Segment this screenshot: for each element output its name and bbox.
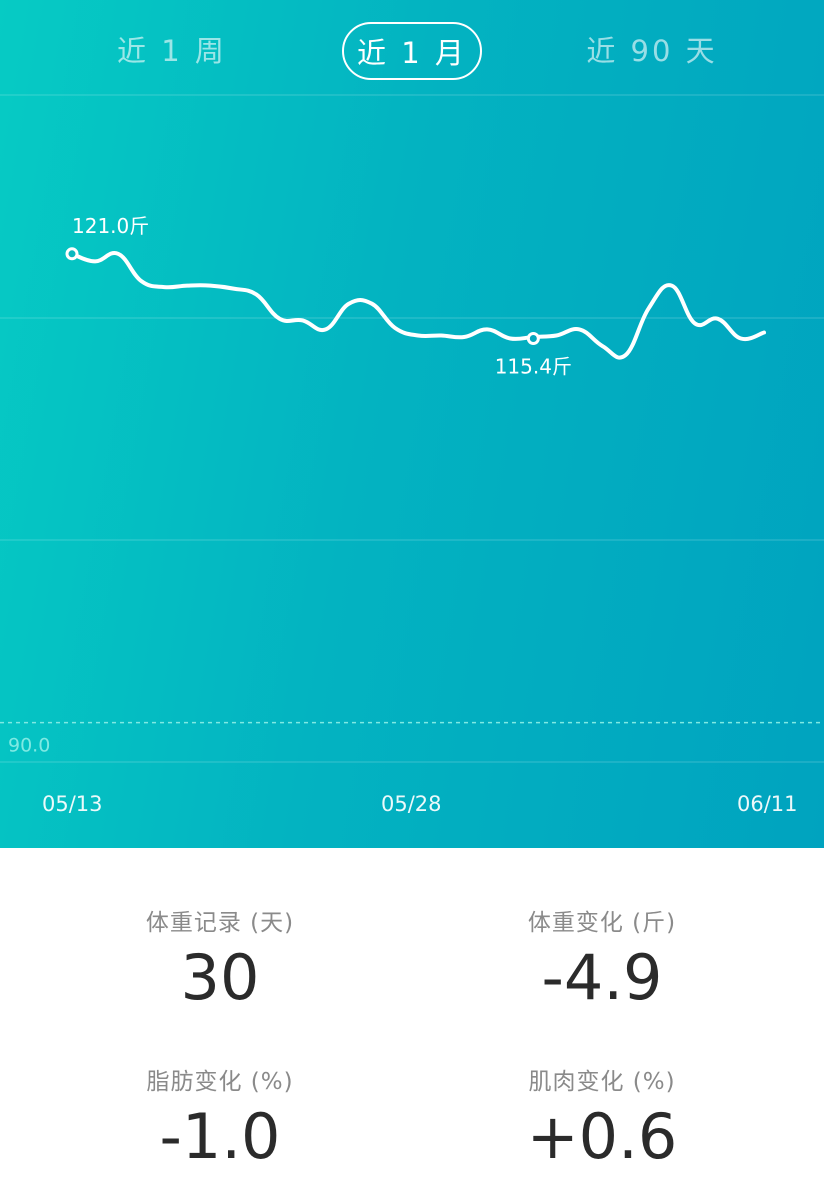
tab-month[interactable]: 近 1 月: [342, 22, 482, 80]
stat-label: 体重记录 (天): [145, 910, 295, 936]
x-tick-label-start: 05/13: [42, 792, 103, 816]
max-point-label: 121.0斤: [72, 214, 149, 238]
max-point-marker: [65, 247, 79, 261]
x-tick-label-end: 06/11: [737, 792, 798, 816]
tab-week[interactable]: 近 1 周: [117, 34, 227, 68]
stat-record-days: 体重记录 (天) 30: [70, 903, 370, 1013]
stat-fat-change: 脂肪变化 (%) -1.0: [70, 1062, 370, 1172]
min-point-label: 115.4斤: [495, 355, 572, 379]
stat-value: +0.6: [526, 1100, 678, 1173]
stat-label: 体重变化 (斤): [527, 910, 677, 936]
stat-label: 脂肪变化 (%): [146, 1069, 294, 1095]
target-line-label: 90.0: [8, 735, 50, 757]
min-point-marker: [526, 332, 540, 346]
stat-value: 30: [180, 941, 260, 1014]
stat-muscle-change: 肌肉变化 (%) +0.6: [452, 1062, 752, 1172]
chart-panel: 近 1 周 近 1 月 近 90 天 90.0 121.0斤 115.4斤 05…: [0, 0, 824, 848]
weight-line-chart: 90.0 121.0斤 115.4斤: [0, 214, 824, 757]
stat-value: -4.9: [541, 941, 663, 1014]
weight-series-line: [70, 251, 766, 360]
stat-value: -1.0: [159, 1100, 281, 1173]
x-tick-label-mid: 05/28: [381, 792, 442, 816]
stats-panel: 体重记录 (天) 30 体重变化 (斤) -4.9 脂肪变化 (%) -1.0 …: [0, 848, 824, 1202]
stat-label: 肌肉变化 (%): [528, 1069, 676, 1095]
tab-90-days[interactable]: 近 90 天: [586, 34, 718, 68]
stat-weight-change: 体重变化 (斤) -4.9: [452, 903, 752, 1013]
